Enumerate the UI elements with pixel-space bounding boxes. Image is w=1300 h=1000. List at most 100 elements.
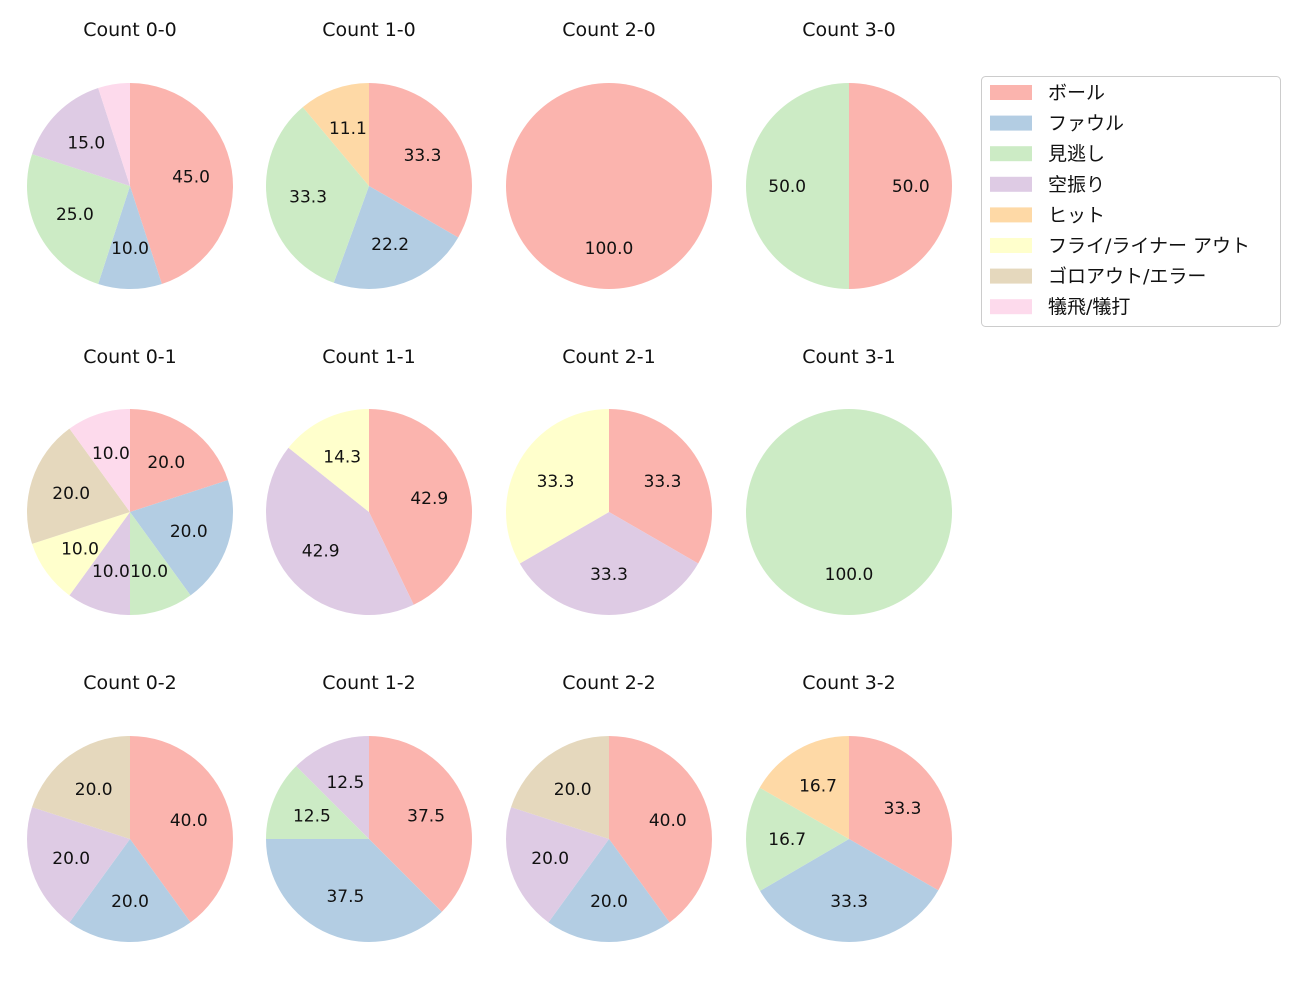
legend-swatch [990, 85, 1032, 100]
pie-pct-label: 100.0 [585, 239, 634, 259]
pie-slice [266, 839, 442, 942]
pie-slice [69, 839, 191, 942]
pie-slice [26, 807, 130, 923]
pie-slice [511, 736, 609, 839]
pie-pct-label: 20.0 [52, 849, 90, 869]
pie-slice [746, 787, 849, 891]
pie-pct-label: 14.3 [323, 447, 361, 467]
pie-pct-label: 20.0 [170, 522, 208, 542]
pie-panel-count-3-0: Count 3-0 50.0 50.0 [746, 19, 952, 289]
pie-slice [32, 88, 130, 186]
pie-slice [369, 83, 472, 238]
legend-label: 犠飛/犠打 [1048, 296, 1130, 318]
pie-title: Count 2-1 [562, 346, 656, 368]
pie-title: Count 2-0 [562, 19, 656, 41]
pie-pct-label: 100.0 [825, 565, 874, 585]
pie-pct-label: 45.0 [172, 167, 210, 187]
pie-title: Count 0-2 [83, 672, 177, 694]
pie-panel-count-0-0: Count 0-0 45.0 10.0 25.0 15.0 [26, 19, 234, 290]
pie-pct-label: 10.0 [92, 562, 130, 582]
pie-slice [505, 807, 609, 923]
pie-pct-label: 10.0 [61, 539, 99, 559]
legend-label: 空振り [1048, 174, 1105, 196]
pie-panel-count-0-2: Count 0-2 40.0 20.0 20.0 20.0 [26, 672, 233, 942]
pie-slice [746, 83, 849, 289]
pie-slice [506, 409, 609, 564]
legend-label: ファウル [1048, 113, 1124, 135]
pie-slice [69, 409, 130, 512]
pie-slice [265, 107, 369, 283]
pie-slice [296, 736, 369, 839]
pie-slice [746, 409, 952, 615]
pie-pct-label: 11.1 [329, 119, 367, 139]
pie-pct-label: 33.3 [289, 188, 327, 208]
legend-label: フライ/ライナー アウト [1048, 235, 1250, 257]
pie-slice [760, 839, 939, 942]
pie-slice [609, 736, 712, 923]
pie-pct-label: 25.0 [56, 205, 94, 225]
pie-slice [609, 409, 712, 564]
pie-slice [506, 83, 712, 289]
pie-pct-label: 12.5 [293, 806, 331, 826]
pie-pct-label: 40.0 [649, 811, 687, 831]
pie-title: Count 3-0 [802, 19, 896, 41]
legend-swatch [990, 146, 1032, 162]
pie-slice [849, 736, 952, 891]
pie-slice [369, 409, 473, 605]
pie-pct-label: 33.3 [404, 146, 442, 166]
pie-pct-label: 16.7 [768, 830, 806, 850]
pie-slice [265, 447, 414, 616]
legend-swatch [990, 299, 1032, 315]
pie-pct-label: 20.0 [75, 780, 113, 800]
pie-pct-label: 37.5 [407, 806, 445, 826]
pie-slice [519, 512, 699, 615]
pie-pct-label: 10.0 [92, 444, 130, 464]
pie-slice [98, 186, 162, 290]
pie-slice [26, 428, 131, 544]
pie-slice [369, 736, 472, 912]
pie-slice [759, 736, 849, 839]
pie-slice [548, 839, 670, 942]
legend-label: ボール [1048, 82, 1105, 104]
pie-panel-count-2-1: Count 2-1 33.3 33.3 33.3 [506, 346, 712, 615]
legend-label: 見逃し [1048, 143, 1105, 165]
legend-swatch [990, 115, 1032, 131]
pie-panel-count-2-2: Count 2-2 40.0 20.0 20.0 20.0 [505, 672, 712, 942]
pie-pct-label: 33.3 [644, 472, 682, 492]
legend-swatch [990, 176, 1032, 192]
pie-pct-label: 33.3 [884, 799, 922, 819]
pie-panel-count-1-2: Count 1-2 37.5 37.5 12.5 12.5 [266, 672, 472, 942]
pie-pct-label: 42.9 [302, 542, 340, 562]
pie-slice [32, 736, 130, 839]
pie-pct-label: 20.0 [147, 453, 185, 473]
pie-pct-label: 20.0 [111, 892, 149, 912]
pie-pct-label: 10.0 [130, 562, 168, 582]
pie-panel-count-1-1: Count 1-1 42.9 42.9 14.3 [265, 346, 473, 616]
pie-pct-label: 20.0 [590, 892, 628, 912]
pie-slice [26, 154, 130, 284]
legend-label: ヒット [1048, 204, 1105, 226]
pie-slice [333, 186, 459, 290]
pie-pct-label: 33.3 [590, 565, 628, 585]
pie-pct-label: 15.0 [67, 133, 105, 153]
pie-title: Count 1-0 [322, 19, 416, 41]
pie-slice [130, 480, 234, 596]
pie-pct-label: 22.2 [371, 235, 409, 255]
legend-swatch [990, 238, 1032, 253]
pie-title: Count 1-1 [322, 346, 416, 368]
pie-pct-label: 20.0 [52, 484, 90, 504]
pie-panel-count-3-2: Count 3-2 33.3 33.3 16.7 16.7 [746, 672, 952, 942]
pie-slice [266, 766, 369, 839]
pie-title: Count 2-2 [562, 672, 656, 694]
legend-swatch [990, 207, 1032, 223]
pie-slice [130, 736, 233, 923]
pie-slice [32, 512, 130, 596]
pie-slice [302, 83, 369, 186]
pie-pct-label: 10.0 [111, 239, 149, 259]
pie-pct-label: 16.7 [799, 777, 837, 797]
pie-panel-count-2-0: Count 2-0 100.0 [506, 19, 712, 289]
pie-title: Count 0-0 [83, 19, 177, 41]
pie-pct-label: 12.5 [326, 773, 364, 793]
pie-title: Count 0-1 [83, 346, 177, 368]
